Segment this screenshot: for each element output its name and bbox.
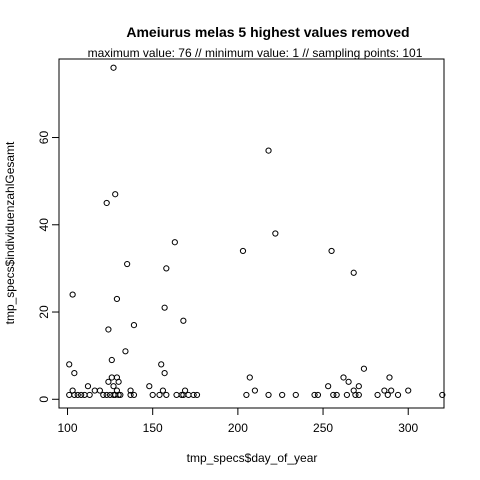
data-point	[343, 391, 350, 399]
data-point	[374, 391, 381, 399]
data-point	[239, 247, 247, 255]
data-point	[265, 391, 272, 399]
data-point	[91, 387, 98, 394]
plot-frame	[58, 58, 445, 409]
data-point	[105, 378, 112, 385]
data-point	[103, 199, 110, 207]
data-point	[330, 391, 337, 399]
y-tick-label: 60	[37, 131, 51, 145]
data-points	[66, 64, 446, 399]
data-point	[405, 387, 412, 394]
y-tick-label: 0	[37, 396, 51, 403]
data-point	[78, 391, 85, 399]
data-point	[103, 391, 110, 399]
x-axis-label: tmp_specs$day_of_year	[187, 451, 318, 465]
data-point	[325, 383, 332, 390]
data-point	[193, 391, 201, 399]
data-point	[355, 383, 362, 390]
data-point	[112, 191, 119, 198]
data-point	[122, 348, 129, 355]
x-tick-label: 150	[143, 421, 163, 435]
x-tick-label: 100	[58, 421, 78, 435]
y-tick-label: 40	[37, 218, 51, 232]
data-point	[328, 247, 335, 255]
data-point	[355, 391, 362, 399]
data-point	[124, 260, 131, 268]
data-point	[86, 391, 93, 399]
data-point	[113, 295, 121, 303]
data-point	[115, 378, 122, 385]
data-point	[243, 391, 250, 399]
data-point	[158, 361, 165, 368]
data-point	[105, 326, 112, 333]
y-axis-label: tmp_specs$individuenzahlGesamt	[3, 141, 17, 324]
data-point	[71, 391, 78, 399]
data-point	[251, 387, 259, 394]
data-point	[171, 239, 178, 246]
data-point	[173, 391, 180, 399]
data-point	[350, 269, 357, 276]
data-point	[190, 391, 197, 399]
data-point	[439, 391, 446, 399]
data-point	[265, 147, 272, 154]
data-point	[130, 322, 138, 329]
data-point	[180, 317, 187, 324]
data-point	[110, 383, 117, 390]
data-point	[159, 387, 167, 394]
data-point	[394, 391, 402, 399]
data-point	[96, 387, 103, 394]
data-point	[311, 391, 318, 399]
data-point	[66, 391, 73, 399]
data-point	[161, 370, 168, 377]
data-point	[84, 383, 92, 390]
data-point	[66, 361, 73, 368]
data-point	[69, 291, 76, 298]
data-point	[127, 387, 134, 394]
data-point	[272, 230, 279, 237]
data-point	[386, 374, 393, 381]
chart-subtitle: maximum value: 76 // minimum value: 1 //…	[88, 46, 423, 60]
data-point	[360, 365, 368, 372]
data-point	[110, 64, 117, 71]
data-point	[71, 370, 78, 377]
data-point	[185, 391, 192, 399]
data-point	[163, 391, 170, 399]
data-point	[352, 391, 359, 399]
data-point	[127, 391, 134, 399]
data-point	[161, 304, 168, 311]
y-tick-label: 20	[37, 305, 51, 319]
x-tick-label: 300	[398, 421, 418, 435]
data-point	[74, 391, 81, 399]
data-point	[279, 391, 286, 399]
data-point	[163, 265, 170, 272]
x-tick-label: 200	[228, 421, 248, 435]
chart-title: Ameiurus melas 5 highest values removed	[126, 24, 409, 40]
data-point	[314, 391, 322, 399]
data-point	[108, 356, 115, 364]
data-point	[345, 378, 352, 385]
x-axis: 100 150 200 250 300	[58, 407, 419, 435]
data-point	[246, 374, 253, 381]
data-point	[178, 391, 185, 399]
data-point	[117, 391, 124, 399]
data-point	[388, 387, 395, 394]
data-point	[156, 391, 163, 399]
y-axis: 0 20 40 60	[37, 131, 60, 403]
data-point	[384, 391, 391, 399]
data-point	[146, 383, 153, 390]
data-point	[130, 391, 138, 399]
data-point	[340, 374, 347, 381]
data-point	[149, 391, 156, 399]
data-point	[292, 391, 299, 399]
data-point	[333, 391, 340, 399]
data-point	[381, 387, 388, 394]
x-tick-label: 250	[313, 421, 333, 435]
data-point	[81, 391, 88, 399]
data-point	[100, 391, 107, 399]
data-point	[115, 391, 122, 399]
